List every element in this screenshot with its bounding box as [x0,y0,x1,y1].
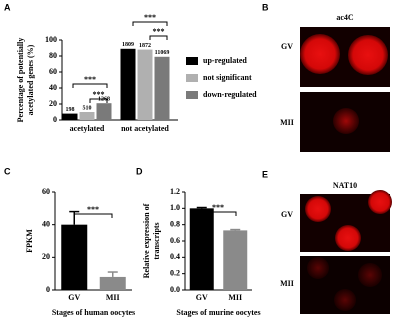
significance-label: *** [212,203,224,212]
count-label: 1809 [122,42,134,48]
bar [79,112,95,120]
panel-letter: E [262,169,268,179]
y-axis-label-line: FPKM [25,229,34,253]
y-axis-label: Relative expression oftranscripts [142,203,161,278]
x-tick-label: GV [196,293,208,302]
panel-letter: D [136,166,143,176]
y-axis-label: Percentage of potentiallyacetylated gene… [16,38,35,123]
legend-label: down-regulated [203,90,257,99]
bar [137,49,153,120]
significance-bracket [73,213,113,218]
significance-bracket [199,211,237,216]
x-tick-label: MII [228,293,242,302]
bar [96,103,112,120]
legend-label: up-regulated [203,56,247,65]
count-label: 198 [66,107,75,113]
y-tick-label: 20 [49,99,57,108]
y-tick-label: 40 [42,219,50,228]
y-tick-label: 80 [49,51,57,60]
count-label: 510 [83,105,92,111]
x-axis-label: Stages of murine oocytes [176,308,260,317]
micrograph [300,27,390,87]
panel-letter: B [262,2,269,12]
y-tick-label: 0 [53,115,57,124]
legend-swatch [186,74,198,82]
y-tick-label: 0.4 [170,252,180,261]
y-axis-label-line: transcripts [152,222,161,259]
x-axis-label: Stages of human oocytes [52,308,135,317]
row-label: GV [281,42,293,51]
x-tick-label: MII [106,293,120,302]
bar [189,208,214,290]
bar [120,48,136,120]
micrograph [300,256,390,314]
y-tick-label: 1.0 [170,203,180,212]
row-label: GV [281,210,293,219]
legend-label: not significant [203,73,252,82]
y-axis-label-line: acetylated genes (%) [26,44,35,115]
count-label: 11069 [155,50,170,56]
panel-title: ac4C [336,13,354,22]
bar [62,113,78,120]
y-tick-label: 1.2 [170,187,180,196]
bar [61,224,88,290]
legend-swatch [186,91,198,99]
y-tick-label: 0.0 [170,285,180,294]
y-axis-label-line: Relative expression of [142,203,151,278]
y-tick-label: 60 [49,67,57,76]
micrograph [300,92,390,152]
panel-letter: C [4,166,11,176]
count-label: 1872 [139,43,151,49]
significance-bracket [72,83,108,88]
panel-title: NAT10 [333,181,357,190]
y-axis-label-line: Percentage of potentially [16,38,25,123]
significance-label: *** [84,75,96,84]
x-tick-label: not acetylated [121,124,169,133]
count-label: 1268 [98,97,110,103]
significance-label: *** [93,90,105,99]
row-label: MII [280,118,294,127]
significance-bracket [132,21,168,26]
panel-letter: A [4,2,11,12]
y-tick-label: 0.2 [170,268,180,277]
y-tick-label: 60 [42,187,50,196]
micrograph [300,190,392,252]
significance-label: *** [153,27,165,36]
significance-label: *** [144,13,156,22]
y-tick-label: 20 [42,252,50,261]
y-tick-label: 0 [46,285,50,294]
y-tick-label: 0.8 [170,219,180,228]
bar [154,56,170,120]
y-axis-label: FPKM [25,229,34,253]
significance-bracket [149,35,168,40]
bar [99,276,126,290]
y-tick-label: 0.6 [170,236,180,245]
x-tick-label: GV [68,293,80,302]
bar [223,230,248,290]
legend-swatch [186,57,198,65]
y-tick-label: 40 [49,83,57,92]
y-tick-label: 100 [45,35,57,44]
significance-bracket [89,98,108,103]
significance-label: *** [87,205,99,214]
row-label: MII [280,279,294,288]
x-tick-label: acetylated [70,124,105,133]
